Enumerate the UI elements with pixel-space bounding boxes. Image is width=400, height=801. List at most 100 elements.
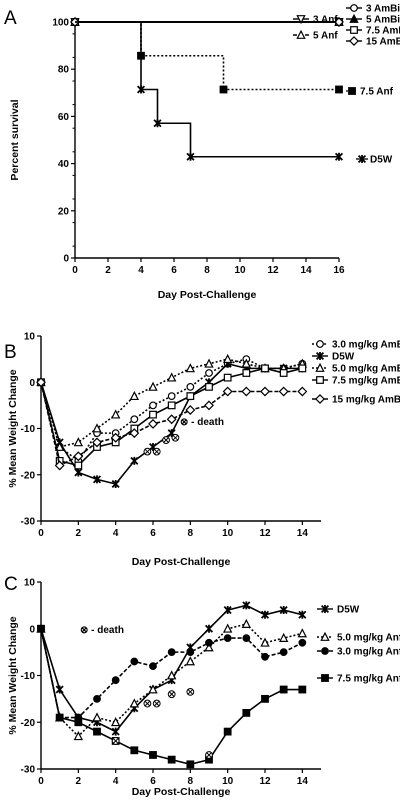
legend-marker	[349, 13, 359, 23]
data-point	[110, 432, 121, 443]
x-tick-label: 2	[105, 265, 111, 276]
y-tick-label: 80	[58, 65, 70, 76]
death-markers	[143, 433, 180, 456]
death-marker-cross	[163, 437, 169, 443]
data-point	[111, 676, 120, 685]
death-marker	[152, 447, 161, 456]
legend-label: 7.5 mg/kg AmBi	[332, 376, 400, 387]
panel-b: B 0 2 4 6 8 10 12 14 10 0 -10 -20 -30 Day Post-Challen…	[4, 332, 400, 569]
legend-marker	[320, 631, 330, 641]
x-axis-title: Day Post-Challenge	[132, 556, 231, 568]
y-tick-label: -20	[21, 470, 36, 481]
data-point	[186, 392, 195, 401]
data-point	[73, 731, 84, 741]
legend-label: 7.5 AmBi	[366, 26, 400, 37]
data-point	[279, 369, 288, 377]
data-point	[261, 364, 269, 373]
y-tick-label: -30	[21, 517, 36, 528]
death-marker	[205, 751, 213, 759]
x-tick-label: 14	[300, 265, 312, 276]
legend-label: 15 mg/kg AmBi	[332, 395, 400, 406]
data-point	[279, 685, 288, 694]
legend-item: D5W	[312, 352, 355, 363]
death-marker-cross	[154, 449, 160, 455]
legend-item: 15 mg/kg AmBi	[312, 394, 400, 406]
data-point	[111, 727, 120, 736]
legend-marker	[349, 36, 359, 46]
legend-label: 5 Anf	[313, 31, 338, 42]
x-tick-label: 16	[333, 265, 345, 276]
legend-marker	[316, 376, 324, 384]
data-point	[185, 363, 196, 373]
death-annotation: ⊗ - death	[80, 625, 124, 636]
plot-area	[36, 353, 308, 489]
data-point	[222, 386, 233, 397]
x-tick-label: 0	[38, 776, 44, 787]
data-point	[36, 377, 46, 388]
series-line	[40, 623, 303, 738]
data-point	[110, 409, 121, 419]
y-tick-label: 0	[29, 378, 35, 389]
x-tick-label: 2	[76, 528, 82, 539]
data-point	[223, 727, 232, 736]
data-point	[149, 662, 157, 671]
data-point	[167, 755, 176, 764]
death-annotation: ⊗ - death	[180, 417, 224, 428]
data-point	[241, 618, 252, 628]
y-tick-label: 20	[58, 206, 70, 217]
death-marker-cross	[187, 689, 193, 695]
data-point	[298, 364, 307, 373]
legend-label: 3.0 mg/kg AmBi	[332, 340, 400, 351]
y-tick-label: 100	[52, 18, 69, 29]
data-point	[205, 638, 213, 647]
x-tick-label: 4	[113, 776, 119, 787]
data-point	[260, 386, 270, 397]
data-point	[129, 428, 140, 439]
legend-marker	[320, 604, 330, 614]
legend-marker	[321, 647, 329, 655]
data-point	[298, 638, 307, 647]
data-point	[149, 751, 157, 759]
x-tick-label: 6	[171, 265, 177, 276]
x-tick-label: 0	[72, 265, 78, 276]
x-axis-title: Day Post-Challenge	[132, 786, 231, 798]
legend-label: 5 AmBi	[366, 15, 400, 26]
death-marker-cross	[154, 700, 160, 707]
y-tick-label: 40	[58, 159, 70, 170]
data-point	[278, 632, 289, 643]
data-point	[167, 648, 176, 657]
legend-label: 5.0 mg/kg AmBi	[332, 364, 400, 375]
data-point	[186, 382, 195, 391]
legend-label: 5.0 mg/kg Anfo	[337, 633, 400, 644]
x-tick-label: 0	[38, 528, 44, 539]
x-tick-label: 10	[222, 776, 234, 787]
data-point	[278, 386, 289, 397]
data-point	[241, 386, 252, 397]
data-point	[166, 670, 177, 680]
legend-item: 3 Anf	[293, 15, 338, 26]
legend-label: 3 AmBi	[366, 4, 400, 15]
end-label-marker	[348, 87, 356, 95]
data-point	[242, 634, 251, 642]
series-7	[75, 21, 344, 161]
legend-marker	[315, 394, 325, 404]
x-tick-label: 6	[150, 528, 156, 539]
legend-item: 15 AmBi	[346, 36, 400, 48]
panel-c: C 0 2 4 6 8 10 12 14 10 0 -10 -20 -30 Day Post-Challen…	[4, 574, 400, 798]
legend-label: D5W	[332, 352, 355, 363]
x-tick-label: 2	[76, 776, 82, 787]
data-point	[153, 119, 162, 128]
legend-item: 7.5 AmBi	[346, 26, 400, 37]
legend-marker	[296, 29, 306, 39]
legend-marker	[315, 362, 325, 372]
data-point	[204, 624, 214, 633]
data-point	[223, 606, 232, 615]
legend-item: D5W	[317, 605, 360, 616]
legend-label: 3 Anf	[313, 15, 338, 26]
y-tick-label: 0	[63, 254, 69, 265]
death-marker	[152, 699, 161, 708]
data-point	[335, 85, 343, 94]
x-tick-label: 8	[188, 528, 194, 539]
